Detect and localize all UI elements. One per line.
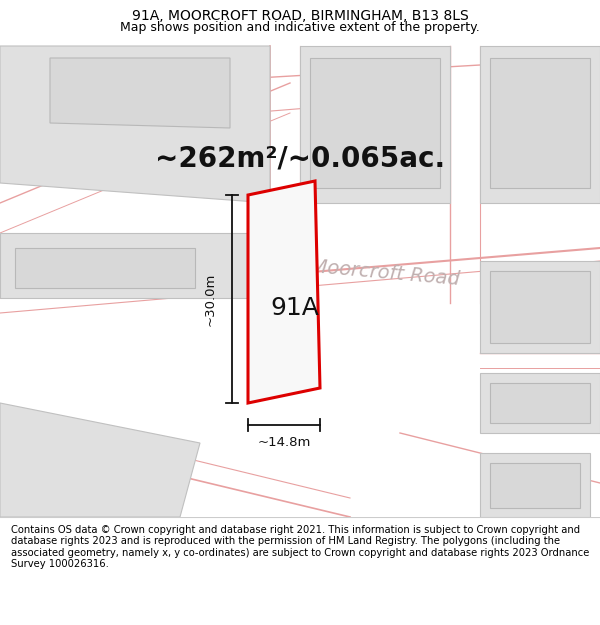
Text: Map shows position and indicative extent of the property.: Map shows position and indicative extent… [120, 21, 480, 34]
Polygon shape [50, 58, 230, 128]
Polygon shape [490, 58, 590, 188]
Polygon shape [480, 261, 600, 353]
Text: Contains OS data © Crown copyright and database right 2021. This information is : Contains OS data © Crown copyright and d… [11, 524, 589, 569]
Polygon shape [480, 373, 600, 433]
Polygon shape [248, 181, 320, 403]
Text: ~30.0m: ~30.0m [203, 272, 217, 326]
Polygon shape [300, 46, 450, 203]
Text: 91A: 91A [271, 296, 319, 320]
Polygon shape [490, 383, 590, 423]
Text: 91A, MOORCROFT ROAD, BIRMINGHAM, B13 8LS: 91A, MOORCROFT ROAD, BIRMINGHAM, B13 8LS [131, 9, 469, 24]
Polygon shape [490, 463, 580, 508]
Polygon shape [0, 233, 270, 298]
Polygon shape [15, 248, 195, 288]
Polygon shape [490, 271, 590, 343]
Text: ~262m²/~0.065ac.: ~262m²/~0.065ac. [155, 144, 445, 172]
Polygon shape [0, 403, 200, 517]
Polygon shape [480, 46, 600, 203]
Polygon shape [310, 58, 440, 188]
Text: Moorcroft Road: Moorcroft Road [310, 257, 461, 289]
Polygon shape [480, 453, 590, 517]
Text: ~14.8m: ~14.8m [257, 436, 311, 449]
Polygon shape [0, 46, 270, 203]
